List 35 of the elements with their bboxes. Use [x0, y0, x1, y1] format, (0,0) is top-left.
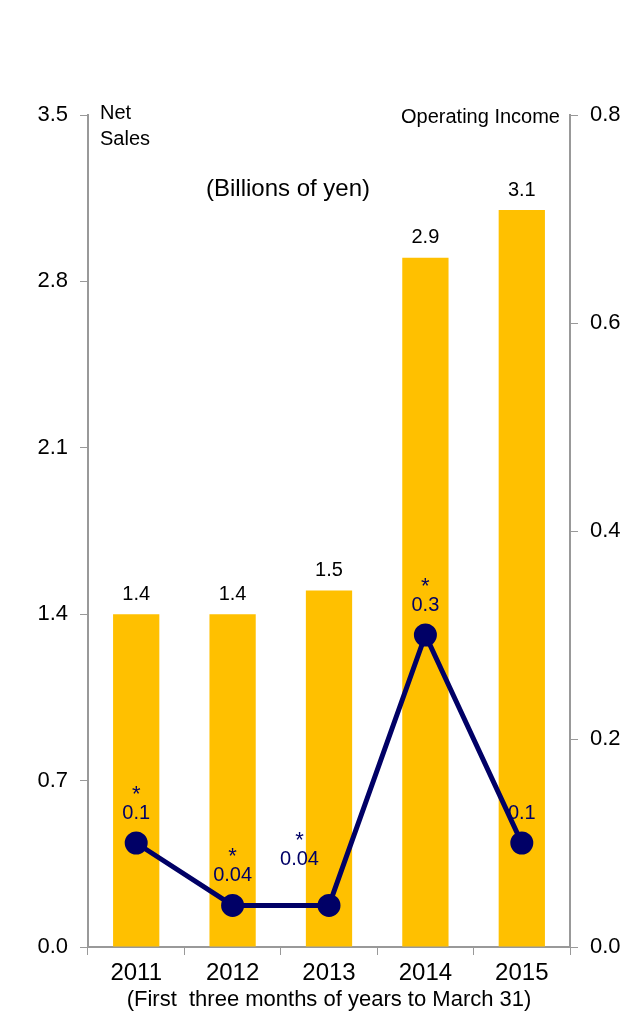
bar	[113, 614, 160, 947]
y2-tick-label: 0.6	[590, 309, 621, 335]
y-tick-label: 2.1	[37, 433, 68, 459]
y2-axis-title: Operating Income	[401, 104, 560, 127]
point	[124, 831, 148, 855]
y-tick-label: 2.8	[37, 267, 68, 293]
y-tick-label: 1.4	[37, 600, 68, 626]
x-tick-label: 2011	[110, 958, 162, 986]
point	[413, 623, 437, 647]
y2-tick-label: 0.0	[590, 933, 621, 959]
point	[317, 893, 341, 917]
x-tick-label: 2012	[205, 958, 260, 986]
data-label: 0.04	[213, 862, 253, 885]
y2-tick-label: 0.4	[590, 517, 621, 543]
y2-tick-label: 0.2	[590, 725, 621, 751]
data-label: 1.4	[122, 581, 151, 604]
bar	[209, 614, 256, 947]
data-label: 3.1	[507, 177, 536, 200]
x-tick-label: 2015	[495, 958, 549, 986]
bar	[498, 210, 545, 947]
data-label: 1.5	[315, 557, 343, 580]
y-tick-label: 3.5	[37, 101, 68, 127]
x-tick-label: 2013	[302, 958, 356, 986]
data-label: 1.4	[218, 581, 247, 604]
point	[510, 831, 534, 855]
point	[221, 893, 245, 917]
y-axis-title: Net Sales	[100, 100, 151, 149]
data-label: 2.9	[411, 225, 440, 248]
x-tick-label: 2014	[398, 958, 453, 986]
text: (Billions of yen)	[205, 173, 371, 201]
x-axis-title: (First three months of years to March 31)	[126, 985, 532, 1011]
bar	[402, 257, 449, 947]
y2-tick-label: 0.8	[590, 101, 621, 127]
y-tick-label: 0.7	[37, 766, 68, 792]
y-tick-label: 0.0	[37, 933, 68, 959]
